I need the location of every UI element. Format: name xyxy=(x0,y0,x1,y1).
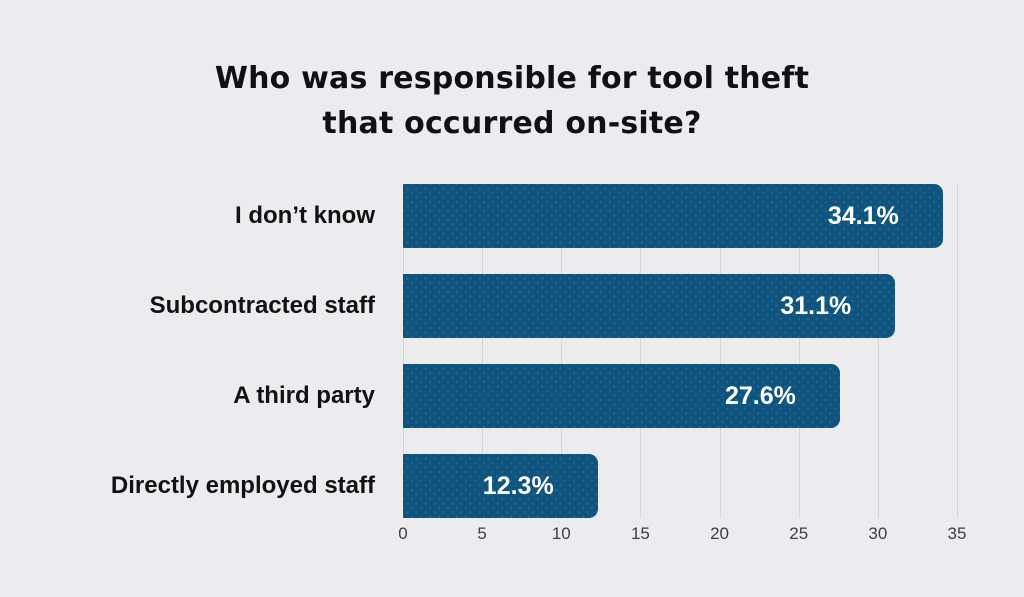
category-label: Subcontracted staff xyxy=(149,292,375,319)
chart-title-line2: that occurred on-site? xyxy=(322,106,702,141)
value-label: 34.1% xyxy=(827,201,899,230)
value-label: 12.3% xyxy=(482,471,554,500)
chart-title: Who was responsible for tool theft that o… xyxy=(0,56,1024,146)
gridline-20 xyxy=(719,184,721,518)
x-axis: 0 5 10 15 20 25 30 35 xyxy=(398,524,966,546)
x-tick-label: 10 xyxy=(551,524,571,543)
gridline-30 xyxy=(877,184,879,518)
x-tick-label: 0 xyxy=(398,524,408,543)
value-label: 27.6% xyxy=(724,381,796,410)
bar-row: I don’t know 34.1% xyxy=(0,184,957,248)
x-tick-label: 25 xyxy=(789,524,809,543)
gridline-15 xyxy=(640,184,642,518)
x-tick-label: 15 xyxy=(630,524,650,543)
bar: 12.3% xyxy=(403,454,598,518)
gridline-25 xyxy=(798,184,800,518)
gridline-10 xyxy=(561,184,563,518)
plot-area: I don’t know 34.1% Subcontracted staff 31.1… xyxy=(0,184,958,518)
chart-title-line1: Who was responsible for tool theft xyxy=(214,61,810,96)
bar: 31.1% xyxy=(403,274,895,338)
gridlines xyxy=(403,184,958,518)
category-label: Directly employed staff xyxy=(110,472,375,499)
value-label: 31.1% xyxy=(780,291,852,320)
bar-row: Directly employed staff 12.3% xyxy=(0,454,957,518)
bar: 27.6% xyxy=(403,364,840,428)
bar-row: A third party 27.6% xyxy=(0,364,957,428)
x-tick-label: 30 xyxy=(868,524,888,543)
gridline-35 xyxy=(957,184,958,518)
gridline-0 xyxy=(403,184,404,518)
category-label: A third party xyxy=(233,382,375,409)
bar-row: Subcontracted staff 31.1% xyxy=(0,274,957,338)
x-tick-label: 5 xyxy=(477,524,487,543)
x-tick-label: 35 xyxy=(947,524,967,543)
bar: 34.1% xyxy=(403,184,943,248)
category-label: I don’t know xyxy=(235,202,375,229)
x-tick-label: 20 xyxy=(710,524,730,543)
bar-chart: I don’t know 34.1% Subcontracted staff 31.1… xyxy=(0,184,966,546)
gridline-5 xyxy=(482,184,484,518)
